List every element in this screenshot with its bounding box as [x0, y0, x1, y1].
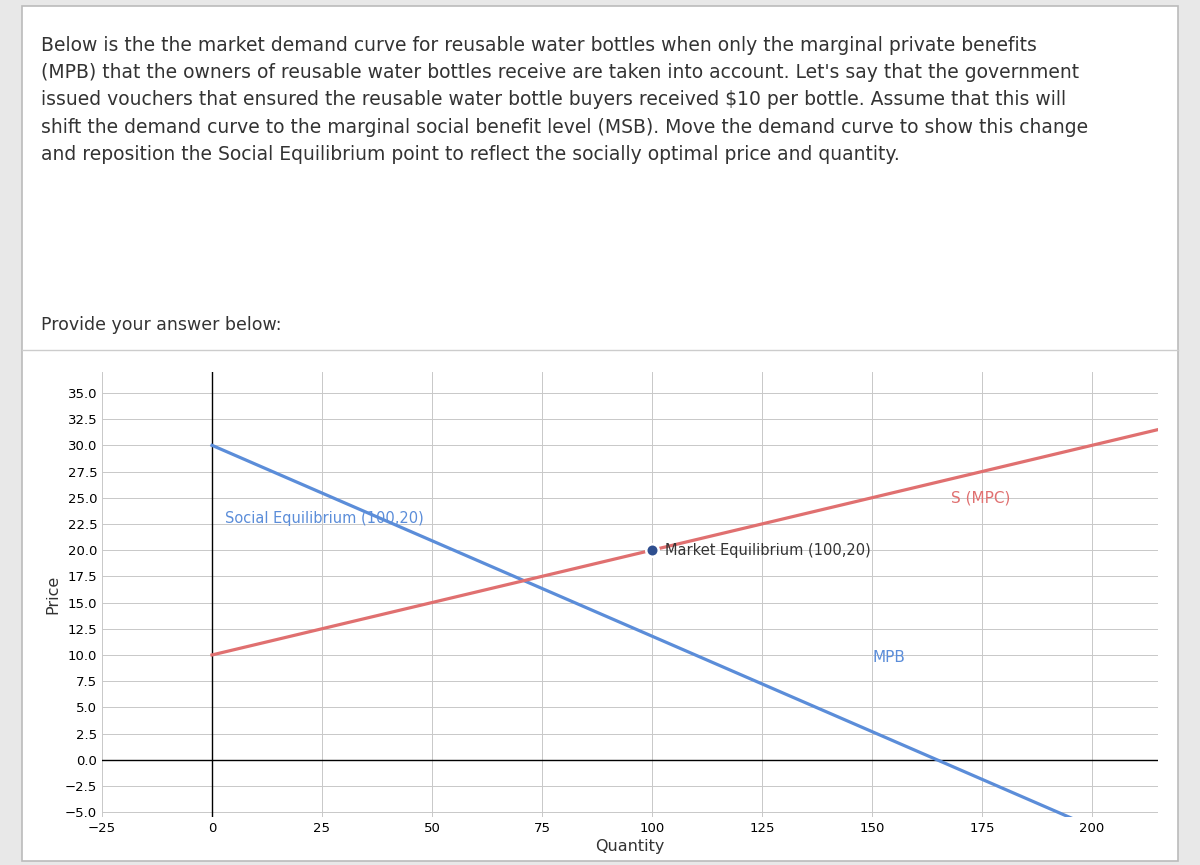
Text: Provide your answer below:: Provide your answer below: [42, 316, 282, 334]
Text: MPB: MPB [872, 650, 905, 664]
Text: Market Equilibrium (100,20): Market Equilibrium (100,20) [665, 542, 871, 558]
Text: Below is the the market demand curve for reusable water bottles when only the ma: Below is the the market demand curve for… [42, 36, 1088, 164]
X-axis label: Quantity: Quantity [595, 839, 665, 855]
Y-axis label: Price: Price [46, 575, 61, 614]
Text: Social Equilibrium (100,20): Social Equilibrium (100,20) [226, 511, 424, 526]
Text: S (MPC): S (MPC) [952, 490, 1010, 505]
